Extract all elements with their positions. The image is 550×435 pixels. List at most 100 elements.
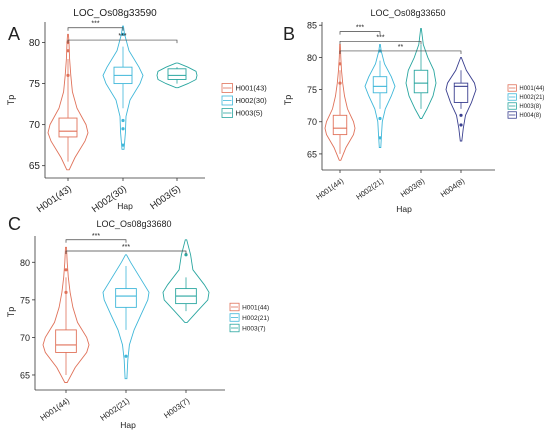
y-tick-label: 75 [20, 295, 30, 305]
legend: H001(44) H002(21) H003(7) [229, 302, 269, 332]
x-tick-label: H001(44) [314, 176, 345, 202]
box [453, 82, 469, 103]
y-tick-label: 80 [20, 258, 30, 268]
box [372, 76, 388, 94]
y-tick-label: 80 [307, 53, 317, 63]
x-tick-label: H003(7) [162, 396, 191, 420]
significance-bracket: *** [65, 244, 187, 255]
y-tick-label: 70 [307, 117, 317, 127]
significance-label: *** [91, 21, 99, 28]
outlier-point [378, 116, 382, 121]
significance-label: *** [118, 33, 126, 40]
x-axis-label: Hap [120, 420, 136, 430]
outlier-point [121, 143, 125, 147]
outlier-point [184, 253, 188, 257]
significance-bracket: *** [67, 21, 124, 31]
y-tick-label: 65 [307, 149, 317, 159]
box [115, 288, 137, 308]
panel-a: A LOC_Os08g33590 65 70 75 80 Tp Hap H001(43) H002… [6, 8, 267, 215]
y-axis-label: Tp [6, 95, 16, 106]
bracket-line [339, 50, 462, 54]
outlier-point [64, 268, 68, 272]
significance-label: *** [356, 25, 364, 32]
significance-label: ** [398, 44, 404, 51]
significance-bracket: *** [67, 33, 178, 44]
x-tick-label: H001(44) [39, 396, 72, 423]
y-axis-label: Tp [283, 95, 293, 106]
bracket-line [65, 239, 127, 243]
outlier-point [338, 81, 342, 85]
bracket-line [65, 250, 187, 255]
chart-title: LOC_Os08g33590 [73, 8, 157, 19]
y-tick-label: 80 [29, 38, 41, 49]
legend-label: H002(21) [519, 95, 544, 101]
legend-label: H001(44) [242, 304, 269, 311]
y-tick-label: 65 [20, 370, 30, 380]
y-axis-label: Tp [6, 307, 16, 318]
outlier-point [378, 136, 382, 140]
violin-3: H003(5) [148, 62, 198, 212]
outlier-point [121, 127, 125, 131]
violin-1: H001(44) [39, 246, 90, 423]
outlier-point [121, 118, 125, 123]
significance-bracket: *** [339, 34, 422, 45]
legend-label: H002(30) [236, 96, 268, 105]
outlier-point [459, 113, 463, 117]
x-axis-label: Hap [396, 204, 412, 214]
bracket-line [67, 27, 124, 31]
violin-3: H003(8) [399, 27, 437, 199]
box [332, 114, 348, 136]
significance-label: *** [122, 244, 130, 251]
panel-letter: B [283, 24, 295, 44]
legend-label: H003(5) [236, 109, 264, 118]
x-tick-label: H003(5) [148, 183, 182, 212]
legend-label: H003(8) [519, 104, 541, 110]
x-axis-label: Hap [117, 201, 133, 211]
outlier-point [66, 73, 70, 77]
chart-title: LOC_Os08g33650 [370, 8, 445, 18]
violin-3: H003(7) [162, 239, 210, 420]
chart-title: LOC_Os08g33680 [96, 219, 171, 229]
outlier-point [64, 290, 68, 294]
y-tick-label: 85 [307, 21, 317, 31]
x-tick-label: H003(8) [399, 176, 427, 199]
legend-label: H003(7) [242, 325, 265, 332]
outlier-point [121, 32, 125, 36]
box [167, 68, 187, 80]
panel-c: C LOC_Os08g33680 65 70 75 80 Tp Hap H001(44) H002… [6, 214, 269, 430]
legend-label: H001(44) [519, 86, 544, 92]
y-tick-label: 70 [29, 120, 41, 131]
y-tick-label: 70 [20, 333, 30, 343]
y-tick-label: 75 [29, 79, 41, 90]
violin-shape [405, 27, 437, 119]
outlier-point [124, 354, 128, 358]
legend-label: H004(8) [519, 113, 541, 119]
outlier-point [338, 62, 342, 66]
box [413, 69, 429, 94]
x-tick-label: H004(8) [439, 176, 467, 199]
x-tick-label: H002(21) [354, 176, 385, 202]
violin-2: H002(21) [99, 254, 150, 423]
legend-label: H002(21) [242, 315, 269, 322]
significance-bracket: *** [339, 25, 381, 35]
box [58, 117, 78, 138]
y-tick-label: 75 [307, 85, 317, 95]
bracket-line [67, 39, 178, 44]
panel-letter: C [8, 214, 21, 234]
y-tick-label: 65 [29, 161, 41, 172]
outlier-point [459, 123, 463, 127]
significance-label: *** [92, 233, 100, 240]
legend: H001(43) H002(30) H003(5) [221, 83, 268, 118]
violin-2: H002(21) [354, 44, 396, 202]
significance-bracket: *** [65, 233, 127, 243]
bracket-line [339, 40, 422, 45]
significance-label: *** [376, 34, 384, 41]
x-tick-label: H001(43) [35, 183, 74, 215]
violin-2: H002(30) [90, 25, 144, 215]
violin-4: H004(8) [439, 56, 477, 199]
outlier-point [66, 49, 70, 53]
bracket-line [339, 31, 381, 35]
legend: H001(44) H002(21) H003(8) H004(8) [507, 84, 544, 119]
